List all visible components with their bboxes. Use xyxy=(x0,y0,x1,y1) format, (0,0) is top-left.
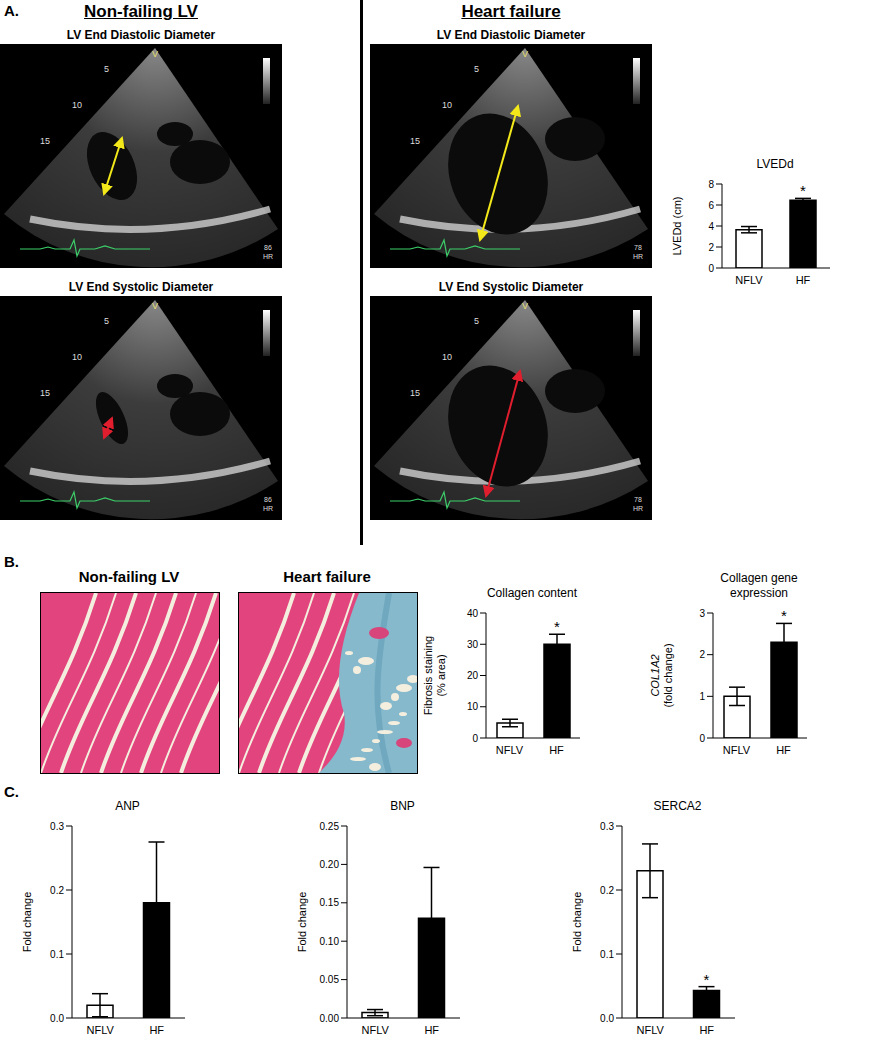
svg-text:40: 40 xyxy=(467,608,479,619)
svg-text:NFLV: NFLV xyxy=(723,744,751,756)
svg-text:COL1A2: COL1A2 xyxy=(649,654,661,696)
html-text:BNP: BNP xyxy=(390,799,415,813)
svg-text:V: V xyxy=(152,301,158,311)
svg-text:0.25: 0.25 xyxy=(320,821,340,832)
svg-text:10: 10 xyxy=(467,701,479,712)
svg-text:HR: HR xyxy=(263,253,273,260)
svg-text:HF: HF xyxy=(699,1024,714,1036)
svg-text:86: 86 xyxy=(264,244,272,251)
svg-text:15: 15 xyxy=(40,388,50,398)
svg-text:1: 1 xyxy=(699,691,705,702)
svg-text:HF: HF xyxy=(776,744,791,756)
svg-text:8: 8 xyxy=(708,179,714,190)
svg-text:0: 0 xyxy=(708,263,714,274)
svg-text:NFLV: NFLV xyxy=(735,274,763,286)
svg-text:0.1: 0.1 xyxy=(600,949,614,960)
svg-text:2: 2 xyxy=(699,649,705,660)
svg-text:10: 10 xyxy=(442,352,452,362)
svg-text:*: * xyxy=(781,607,787,624)
html-text:Heart failure: Heart failure xyxy=(461,2,561,21)
svg-text:NFLV: NFLV xyxy=(362,1024,390,1036)
html-text:LV End Systolic Diameter: LV End Systolic Diameter xyxy=(438,280,584,294)
svg-text:10: 10 xyxy=(72,352,82,362)
svg-text:0.1: 0.1 xyxy=(50,949,64,960)
svg-text:0.2: 0.2 xyxy=(600,885,614,896)
svg-text:86: 86 xyxy=(264,496,272,503)
svg-text:0.00: 0.00 xyxy=(320,1013,340,1024)
html-text:Non-failing LV: Non-failing LV xyxy=(84,2,198,21)
svg-text:0: 0 xyxy=(472,733,478,744)
html-text:ANP: ANP xyxy=(115,799,140,813)
svg-text:0.0: 0.0 xyxy=(50,1013,64,1024)
html-text:Non-failing LV: Non-failing LV xyxy=(78,568,180,585)
svg-text:*: * xyxy=(704,971,710,988)
svg-text:5: 5 xyxy=(104,316,109,326)
svg-text:4: 4 xyxy=(708,221,714,232)
svg-text:Fold change: Fold change xyxy=(571,892,583,953)
svg-text:NFLV: NFLV xyxy=(87,1024,115,1036)
svg-text:0.0: 0.0 xyxy=(600,1013,614,1024)
svg-text:*: * xyxy=(800,182,806,199)
svg-text:HF: HF xyxy=(796,274,811,286)
svg-text:10: 10 xyxy=(442,100,452,110)
svg-text:0.10: 0.10 xyxy=(320,936,340,947)
html-text:B.: B. xyxy=(4,553,19,570)
svg-text:0.15: 0.15 xyxy=(320,897,340,908)
svg-text:LVEDd (cm): LVEDd (cm) xyxy=(671,196,683,255)
svg-text:30: 30 xyxy=(467,639,479,650)
svg-text:Fold change: Fold change xyxy=(296,892,308,953)
html-text:SERCA2: SERCA2 xyxy=(653,799,702,813)
html-text:Collagen content: Collagen content xyxy=(487,586,577,600)
svg-text:HR: HR xyxy=(263,505,273,512)
svg-text:6: 6 xyxy=(708,200,714,211)
svg-text:15: 15 xyxy=(410,388,420,398)
html-text:A.: A. xyxy=(4,2,19,19)
svg-text:0.3: 0.3 xyxy=(600,821,614,832)
svg-text:0.2: 0.2 xyxy=(50,885,64,896)
html-text:LVEDd: LVEDd xyxy=(756,157,794,171)
svg-text:V: V xyxy=(522,301,528,311)
html-text:LV End Diastolic Diameter: LV End Diastolic Diameter xyxy=(436,28,586,42)
svg-text:0.20: 0.20 xyxy=(320,859,340,870)
svg-text:2: 2 xyxy=(708,242,714,253)
svg-text:V: V xyxy=(152,49,158,59)
svg-text:Fold change: Fold change xyxy=(21,892,33,953)
html-text:Heart failure: Heart failure xyxy=(283,568,371,585)
svg-text:(fold change): (fold change) xyxy=(662,643,674,707)
svg-text:HF: HF xyxy=(424,1024,439,1036)
svg-text:20: 20 xyxy=(467,670,479,681)
svg-text:15: 15 xyxy=(40,136,50,146)
svg-text:0.3: 0.3 xyxy=(50,821,64,832)
svg-text:3: 3 xyxy=(699,608,705,619)
svg-text:HR: HR xyxy=(633,505,643,512)
svg-text:(% area): (% area) xyxy=(435,654,447,696)
html-text:C.: C. xyxy=(4,783,19,800)
svg-text:Fibrosis staining: Fibrosis staining xyxy=(422,636,434,715)
svg-text:5: 5 xyxy=(104,64,109,74)
svg-text:0.05: 0.05 xyxy=(320,974,340,985)
svg-text:NFLV: NFLV xyxy=(496,744,524,756)
svg-text:78: 78 xyxy=(634,496,642,503)
svg-text:HF: HF xyxy=(149,1024,164,1036)
svg-text:HF: HF xyxy=(549,744,564,756)
svg-text:HR: HR xyxy=(633,253,643,260)
html-text:Collagen gene expression: Collagen gene expression xyxy=(720,571,798,600)
svg-text:10: 10 xyxy=(72,100,82,110)
svg-text:5: 5 xyxy=(474,64,479,74)
svg-text:5: 5 xyxy=(474,316,479,326)
svg-text:*: * xyxy=(554,618,560,635)
html-text:LV End Systolic Diameter: LV End Systolic Diameter xyxy=(68,280,214,294)
svg-text:15: 15 xyxy=(410,136,420,146)
svg-text:V: V xyxy=(522,49,528,59)
svg-text:78: 78 xyxy=(634,244,642,251)
html-text:LV End Diastolic Diameter: LV End Diastolic Diameter xyxy=(66,28,216,42)
svg-text:0: 0 xyxy=(699,733,705,744)
svg-text:NFLV: NFLV xyxy=(637,1024,665,1036)
